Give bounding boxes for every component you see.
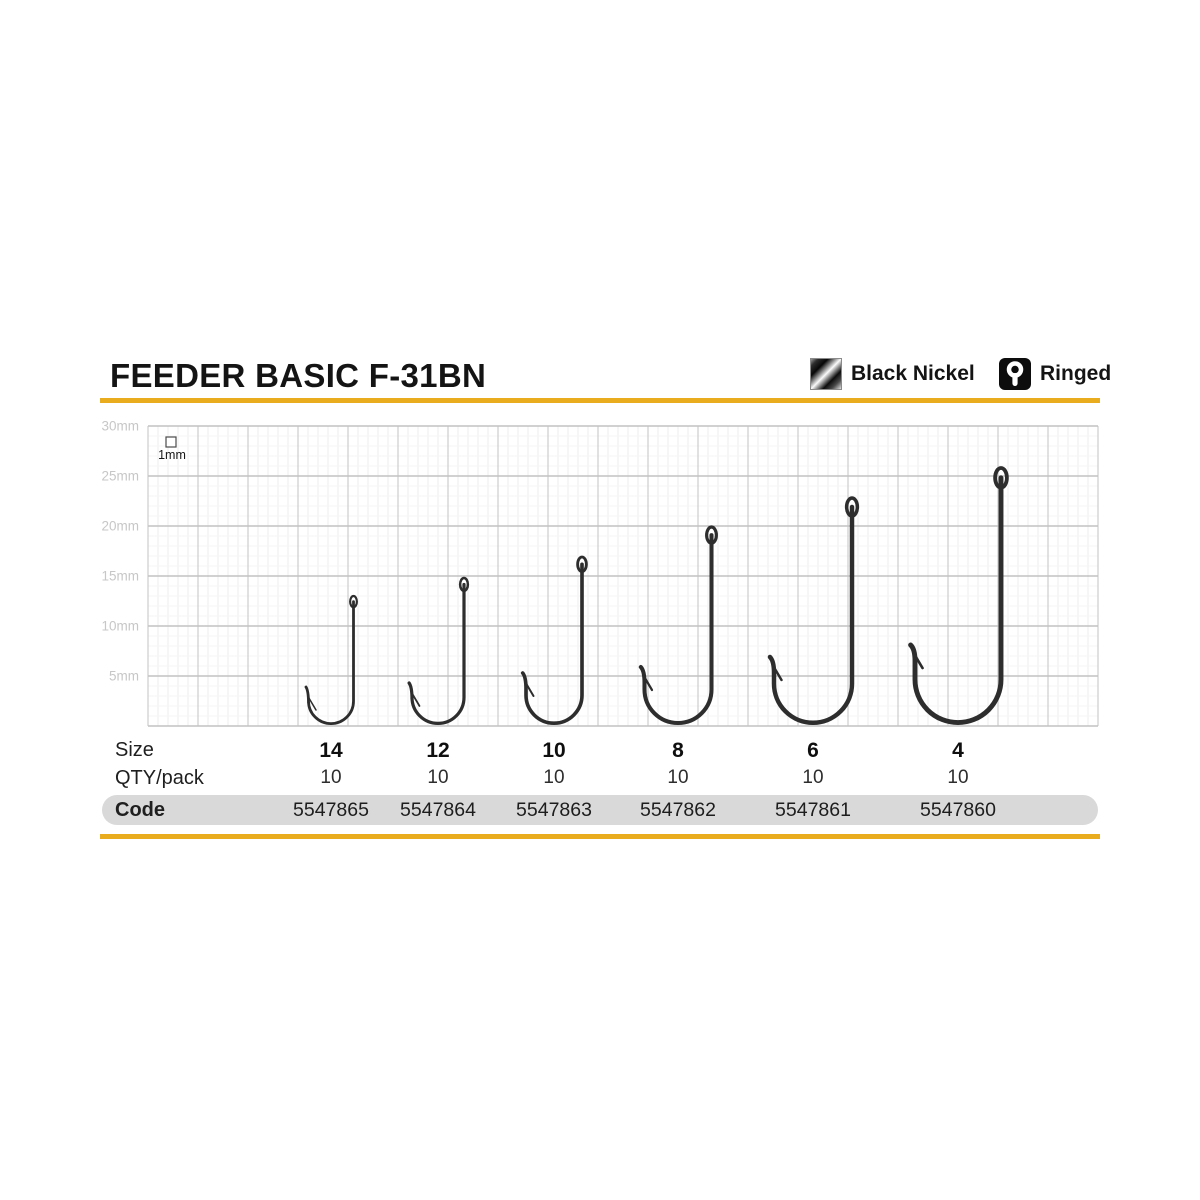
hook-size-10 [520,555,588,725]
black-nickel-icon [810,357,842,390]
size-value-8: 8 [672,739,684,762]
axis-label-5mm: 5mm [109,669,139,684]
size-value-6: 6 [807,739,819,762]
hook-size-4 [908,466,1009,725]
code-value-8: 5547862 [640,799,716,821]
title-underline [100,398,1100,403]
page-title: FEEDER BASIC F-31BN [110,357,487,394]
hook-barb [914,654,924,670]
code-row: Code 5547865 5547864 5547863 5547862 5547861… [0,795,1200,825]
hook-size-8 [638,525,718,725]
qty-value-8: 10 [667,767,689,788]
axis-label-25mm: 25mm [101,469,139,484]
axis-label-15mm: 15mm [101,569,139,584]
size-value-4: 4 [952,739,964,762]
code-row-label: Code [115,799,165,821]
hook-body [767,504,855,725]
hook-body [638,533,714,725]
hook-barb [643,676,654,692]
qty-row: QTY/pack 10 10 10 10 10 10 [0,767,1200,793]
hook-barb [308,697,317,711]
hook-body [908,475,1004,725]
axis-label-20mm: 20mm [101,519,139,534]
hook-barb [525,682,535,698]
hook-body [407,582,466,725]
ringed-eye-icon [999,357,1031,390]
size-value-12: 12 [426,739,450,762]
qty-value-10: 10 [543,767,565,788]
size-value-10: 10 [542,739,566,762]
axis-label-10mm: 10mm [101,619,139,634]
hook-size-6 [767,496,860,725]
code-value-14: 5547865 [293,799,369,821]
axis-label-30mm: 30mm [101,419,139,434]
qty-value-12: 10 [427,767,449,788]
hook-size-12 [407,576,470,725]
code-row-background [102,795,1098,825]
eye-type-badge: Ringed [999,357,1111,390]
qty-value-14: 10 [320,767,342,788]
hook-body [520,562,584,725]
finish-badge: Black Nickel [810,357,975,390]
size-value-14: 14 [319,739,343,762]
code-value-10: 5547863 [516,799,592,821]
hook-body [304,600,355,725]
hook-size-14 [304,594,358,725]
qty-row-label: QTY/pack [115,767,204,789]
eye-badge-label: Ringed [1040,361,1112,385]
qty-value-6: 10 [802,767,824,788]
size-row-label: Size [115,739,154,761]
hook-barb [411,693,421,707]
hook-barb [773,666,783,682]
one-mm-square [165,436,177,448]
qty-value-4: 10 [947,767,969,788]
code-value-4: 5547860 [920,799,996,821]
size-row: Size 14 12 10 8 6 4 [0,739,1200,765]
one-mm-label: 1mm [158,448,186,462]
code-value-12: 5547864 [400,799,476,821]
finish-badge-label: Black Nickel [851,361,975,385]
bottom-divider [100,834,1100,839]
code-value-6: 5547861 [775,799,851,821]
